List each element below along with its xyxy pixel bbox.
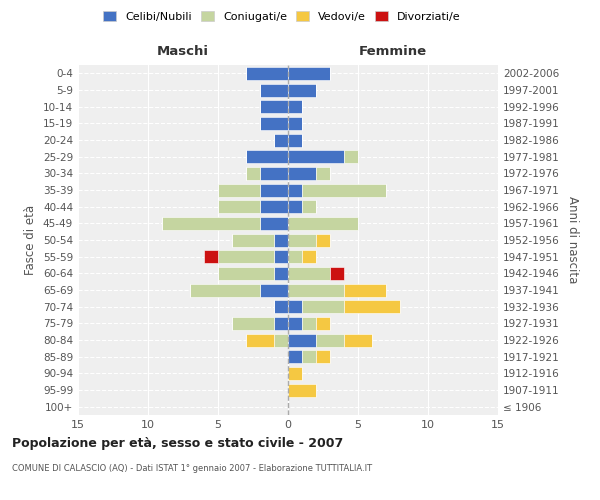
- Bar: [274, 317, 288, 330]
- Bar: [302, 350, 316, 363]
- Bar: [302, 200, 316, 213]
- Bar: [218, 184, 260, 196]
- Bar: [288, 350, 302, 363]
- Bar: [218, 200, 260, 213]
- Bar: [246, 67, 288, 80]
- Bar: [316, 350, 330, 363]
- Bar: [274, 250, 288, 263]
- Bar: [274, 234, 288, 246]
- Bar: [288, 267, 330, 280]
- Bar: [246, 334, 274, 346]
- Text: COMUNE DI CALASCIO (AQ) - Dati ISTAT 1° gennaio 2007 - Elaborazione TUTTITALIA.I: COMUNE DI CALASCIO (AQ) - Dati ISTAT 1° …: [12, 464, 372, 473]
- Bar: [288, 367, 302, 380]
- Text: Femmine: Femmine: [359, 44, 427, 58]
- Bar: [288, 384, 316, 396]
- Bar: [204, 250, 218, 263]
- Bar: [316, 317, 330, 330]
- Bar: [288, 84, 316, 96]
- Bar: [190, 284, 260, 296]
- Legend: Celibi/Nubili, Coniugati/e, Vedovi/e, Divorziati/e: Celibi/Nubili, Coniugati/e, Vedovi/e, Di…: [100, 8, 464, 25]
- Bar: [218, 250, 274, 263]
- Bar: [162, 217, 260, 230]
- Bar: [316, 167, 330, 180]
- Bar: [344, 150, 358, 163]
- Bar: [260, 217, 288, 230]
- Bar: [288, 300, 302, 313]
- Y-axis label: Fasce di età: Fasce di età: [25, 205, 37, 275]
- Bar: [344, 334, 372, 346]
- Text: Maschi: Maschi: [157, 44, 209, 58]
- Bar: [288, 200, 302, 213]
- Bar: [260, 84, 288, 96]
- Bar: [288, 334, 316, 346]
- Bar: [274, 334, 288, 346]
- Bar: [232, 234, 274, 246]
- Text: Popolazione per età, sesso e stato civile - 2007: Popolazione per età, sesso e stato civil…: [12, 438, 343, 450]
- Y-axis label: Anni di nascita: Anni di nascita: [566, 196, 579, 284]
- Bar: [288, 167, 316, 180]
- Bar: [260, 100, 288, 113]
- Bar: [218, 267, 274, 280]
- Bar: [288, 284, 344, 296]
- Bar: [274, 134, 288, 146]
- Bar: [246, 167, 260, 180]
- Bar: [260, 167, 288, 180]
- Bar: [344, 284, 386, 296]
- Bar: [260, 284, 288, 296]
- Bar: [246, 150, 288, 163]
- Bar: [288, 67, 330, 80]
- Bar: [288, 134, 302, 146]
- Bar: [288, 250, 302, 263]
- Bar: [288, 217, 358, 230]
- Bar: [302, 300, 344, 313]
- Bar: [260, 200, 288, 213]
- Bar: [288, 100, 302, 113]
- Bar: [274, 267, 288, 280]
- Bar: [302, 317, 316, 330]
- Bar: [288, 234, 316, 246]
- Bar: [344, 300, 400, 313]
- Bar: [260, 117, 288, 130]
- Bar: [232, 317, 274, 330]
- Bar: [288, 150, 344, 163]
- Bar: [260, 184, 288, 196]
- Bar: [316, 334, 344, 346]
- Bar: [302, 184, 386, 196]
- Bar: [288, 184, 302, 196]
- Bar: [288, 117, 302, 130]
- Bar: [274, 300, 288, 313]
- Bar: [288, 317, 302, 330]
- Bar: [330, 267, 344, 280]
- Bar: [302, 250, 316, 263]
- Bar: [316, 234, 330, 246]
